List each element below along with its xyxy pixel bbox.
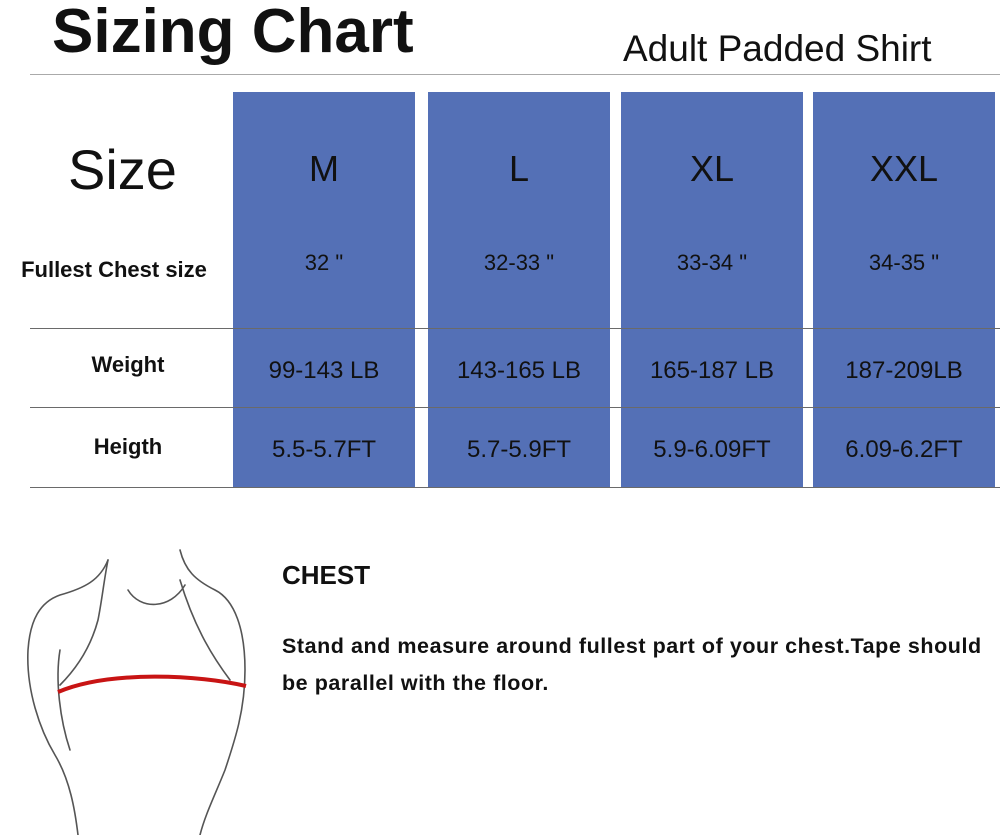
row-label: Weight <box>91 352 165 377</box>
size-header: M <box>309 148 339 189</box>
cell: 34-35 " <box>868 250 940 275</box>
instruction-text: Stand and measure around fullest part of… <box>282 634 982 695</box>
row-rule <box>30 328 1000 329</box>
size-header: L <box>508 148 530 189</box>
cell: 32 " <box>304 250 344 275</box>
row-rule <box>30 407 1000 408</box>
row-label: Fullest Chest size <box>21 257 207 282</box>
cell: 33-34 " <box>676 250 748 275</box>
cell: 187-209LB <box>845 357 963 384</box>
chest-figure <box>27 549 247 835</box>
cell: 5.7-5.9FT <box>466 436 572 463</box>
cell: 6.09-6.2FT <box>845 436 963 463</box>
size-column <box>233 92 415 487</box>
subtitle: Adult Padded Shirt <box>623 28 932 69</box>
size-column <box>621 92 803 487</box>
cell: 143-165 LB <box>456 357 582 384</box>
size-label: Size <box>68 138 177 201</box>
title: Sizing Chart <box>52 0 414 66</box>
cell: 5.5-5.7FT <box>271 436 377 463</box>
size-header: XL <box>689 148 735 189</box>
cell: 99-143 LB <box>268 357 380 384</box>
row-rule <box>30 487 1000 488</box>
size-column <box>813 92 995 487</box>
cell: 32-33 " <box>483 250 555 275</box>
header-rule <box>30 74 1000 75</box>
instruction-title: CHEST <box>282 560 371 590</box>
cell: 5.9-6.09FT <box>653 436 771 463</box>
size-column <box>428 92 610 487</box>
cell: 165-187 LB <box>649 357 775 384</box>
row-label: Heigth <box>93 434 163 459</box>
size-header: XXL <box>869 148 939 189</box>
